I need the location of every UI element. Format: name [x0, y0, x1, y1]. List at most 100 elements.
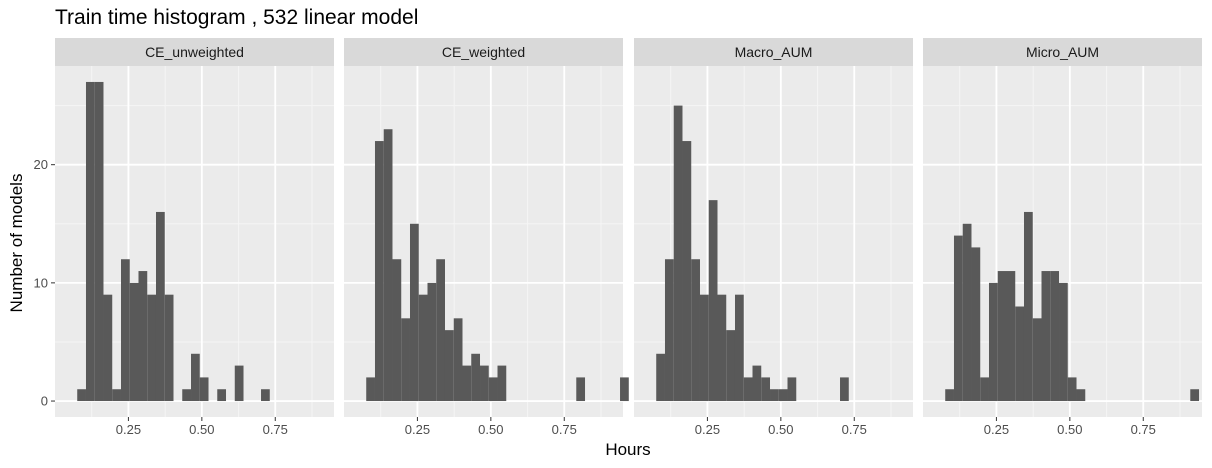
- facet-Macro_AUM: Macro_AUM 0.25 0.50 0.75: [634, 38, 913, 437]
- histogram-bar: [1015, 306, 1024, 402]
- histogram-bar: [444, 330, 454, 402]
- histogram-bar: [409, 223, 419, 402]
- facet-strip-label: CE_weighted: [442, 44, 525, 60]
- facet-strip-label: Micro_AUM: [1026, 44, 1099, 60]
- facet-CE_weighted: CE_weighted 0.25 0.50 0.75: [344, 38, 629, 437]
- histogram-bar: [480, 365, 489, 402]
- x-axis-title: Hours: [605, 440, 650, 459]
- histogram-bar: [374, 141, 384, 402]
- histogram-bar: [673, 105, 683, 402]
- histogram-bar: [708, 200, 718, 402]
- histogram-bar: [770, 389, 779, 402]
- histogram-bar: [691, 259, 700, 402]
- histogram-bar: [1041, 271, 1051, 402]
- chart-title: Train time histogram , 532 linear model: [55, 6, 418, 29]
- histogram-bar: [717, 294, 727, 402]
- x-tick-label: 0.75: [1131, 422, 1156, 437]
- histogram-bar: [962, 223, 972, 402]
- facet-strip: [55, 38, 334, 66]
- histogram-bar: [664, 259, 674, 402]
- histogram-bar: [1050, 271, 1060, 402]
- histogram-bar: [953, 235, 963, 402]
- histogram-bar: [787, 377, 797, 402]
- histogram-bar: [656, 353, 665, 402]
- facet-strip-label: CE_unweighted: [145, 44, 244, 60]
- histogram-bar: [752, 365, 762, 402]
- facet-strip: [923, 38, 1202, 66]
- histogram-bar: [1076, 389, 1086, 402]
- histogram-bar: [945, 389, 954, 402]
- histogram-bar: [840, 377, 849, 402]
- histogram-bar: [77, 389, 86, 402]
- histogram-bar: [383, 129, 393, 402]
- x-tick-label: 0.25: [405, 422, 430, 437]
- facet-strip: [634, 38, 913, 66]
- x-tick-label: 0.50: [189, 422, 214, 437]
- histogram-bar: [94, 81, 104, 402]
- histogram-bar: [129, 282, 139, 402]
- histogram-bar: [401, 318, 410, 402]
- histogram-bar: [392, 259, 402, 402]
- histogram-bar: [199, 377, 209, 402]
- x-tick-label: 0.25: [984, 422, 1009, 437]
- histogram-bar: [471, 353, 481, 402]
- histogram-bar: [462, 365, 472, 402]
- histogram-bar: [85, 81, 95, 402]
- histogram-bar: [1059, 282, 1068, 402]
- facet-CE_unweighted: CE_unweighted 0.25 0.50 0.75 0 10 20: [34, 38, 334, 437]
- facet-strip: [344, 38, 623, 66]
- x-tick-label: 0.50: [1057, 422, 1082, 437]
- histogram-bar: [1067, 377, 1077, 402]
- histogram-bar: [366, 377, 375, 402]
- y-axis-title: Number of models: [7, 174, 26, 313]
- x-tick-label: 0.50: [478, 422, 503, 437]
- histogram-bar: [1006, 271, 1016, 402]
- histogram-bar: [418, 294, 428, 402]
- x-tick-label: 0.25: [116, 422, 141, 437]
- histogram-bar: [120, 259, 130, 402]
- x-tick-label: 0.25: [695, 422, 720, 437]
- histogram-bar: [734, 294, 744, 402]
- histogram-bar: [576, 377, 586, 402]
- histogram-bar: [726, 330, 735, 402]
- histogram-bar: [427, 282, 437, 402]
- histogram-bar: [436, 259, 445, 402]
- histogram-bar: [217, 389, 227, 402]
- histogram-bar: [1032, 318, 1042, 402]
- histogram-bar: [453, 318, 463, 402]
- histogram-bar: [1023, 211, 1033, 402]
- histogram-bar: [138, 271, 148, 402]
- histogram-bar: [191, 353, 200, 402]
- histogram-bar: [164, 294, 174, 402]
- histogram-bar: [103, 294, 113, 402]
- histogram-bar: [234, 365, 244, 402]
- histogram-bar: [1190, 389, 1200, 402]
- histogram-bar: [699, 294, 709, 402]
- histogram-bar: [761, 377, 771, 402]
- x-tick-label: 0.75: [842, 422, 867, 437]
- x-tick-label: 0.75: [552, 422, 577, 437]
- histogram-bar: [620, 377, 629, 402]
- histogram-bar: [155, 211, 165, 402]
- histogram-bar: [112, 389, 121, 402]
- histogram-bar: [682, 141, 692, 402]
- histogram-bar: [997, 271, 1007, 402]
- histogram-bar: [488, 377, 498, 402]
- x-tick-label: 0.50: [768, 422, 793, 437]
- x-tick-label: 0.75: [263, 422, 288, 437]
- histogram-bar: [182, 389, 192, 402]
- y-tick-label: 0: [41, 394, 48, 409]
- histogram-bar: [988, 282, 998, 402]
- histogram-bar: [261, 389, 270, 402]
- histogram-bar: [743, 377, 753, 402]
- facet-panels: CE_unweighted 0.25 0.50 0.75 0 10 20 CE_weighte…: [34, 38, 1202, 437]
- facet-strip-label: Macro_AUM: [735, 44, 813, 60]
- histogram-bar: [980, 377, 989, 402]
- facet-Micro_AUM: Micro_AUM 0.25 0.50 0.75: [923, 38, 1202, 437]
- histogram-bar: [497, 365, 507, 402]
- histogram-bar: [971, 247, 981, 402]
- histogram-bar: [147, 294, 156, 402]
- y-tick-label: 20: [34, 157, 48, 172]
- histogram-bar: [778, 389, 788, 402]
